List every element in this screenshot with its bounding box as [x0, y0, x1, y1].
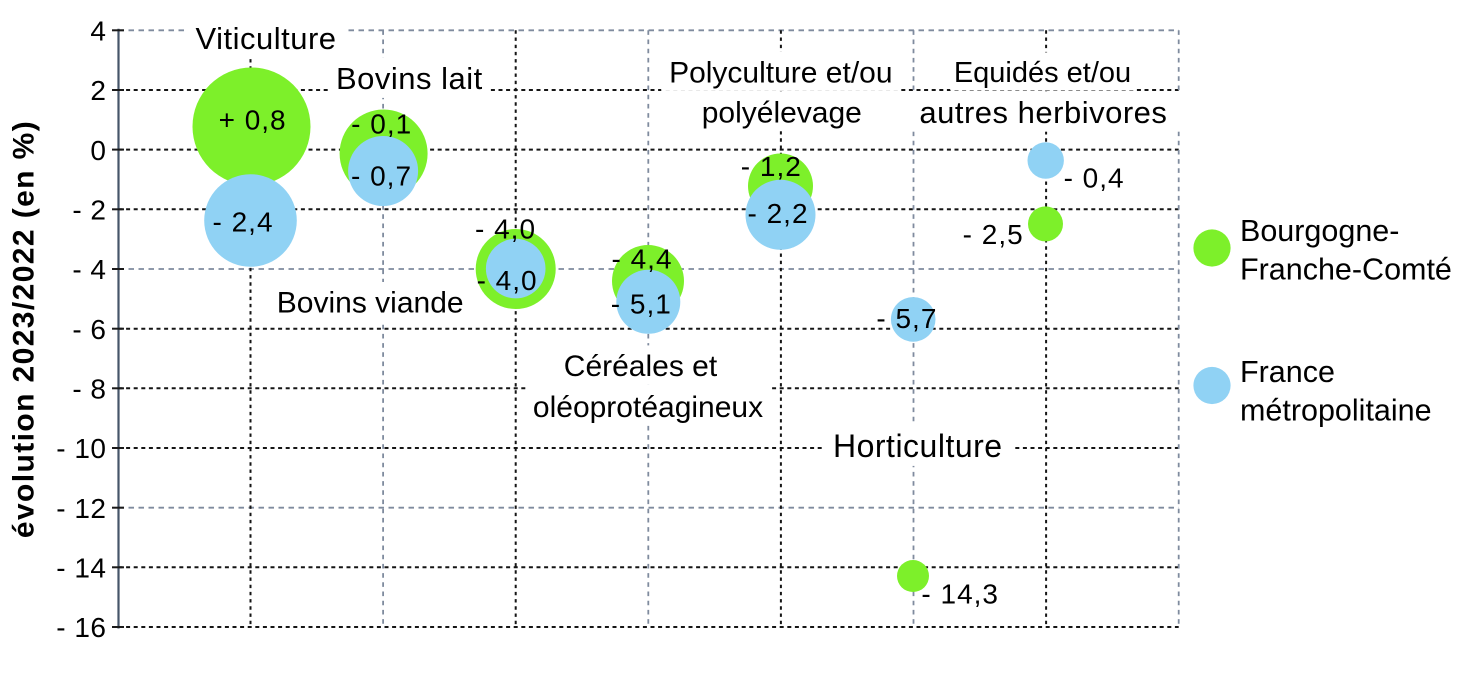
svg-text:- 0,1: - 0,1	[351, 109, 412, 140]
svg-text:Horticulture: Horticulture	[833, 428, 1003, 464]
svg-text:2: 2	[90, 75, 106, 106]
svg-text:- 1,2: - 1,2	[741, 151, 802, 182]
svg-text:- 16: - 16	[56, 612, 106, 643]
svg-text:4: 4	[90, 16, 106, 47]
svg-text:0: 0	[90, 135, 106, 166]
svg-text:- 2,5: - 2,5	[963, 219, 1024, 250]
svg-text:- 4,0: - 4,0	[475, 214, 536, 245]
svg-text:- 2,2: - 2,2	[747, 198, 808, 229]
svg-text:autres herbivores: autres herbivores	[919, 95, 1167, 130]
svg-text:France: France	[1240, 355, 1335, 389]
svg-text:- 4,4: - 4,4	[611, 244, 672, 275]
svg-text:Bovins viande: Bovins viande	[277, 286, 464, 319]
svg-text:évolution 2023/2022 (en %): évolution 2023/2022 (en %)	[8, 120, 41, 538]
svg-text:- 0,7: - 0,7	[351, 161, 412, 192]
svg-text:Bovins lait: Bovins lait	[336, 61, 483, 96]
svg-text:Equidés et/ou: Equidés et/ou	[954, 57, 1131, 89]
svg-text:Bourgogne-: Bourgogne-	[1240, 214, 1399, 248]
svg-text:polyélevage: polyélevage	[702, 97, 862, 130]
svg-text:oléoprotéagineux: oléoprotéagineux	[533, 391, 763, 424]
svg-text:- 0,4: - 0,4	[1064, 163, 1125, 194]
svg-text:- 5,7: - 5,7	[876, 303, 937, 334]
svg-text:- 2,4: - 2,4	[212, 207, 273, 238]
svg-text:Polyculture et/ou: Polyculture et/ou	[669, 56, 892, 89]
svg-text:- 8: - 8	[72, 374, 106, 405]
svg-text:Franche-Comté: Franche-Comté	[1240, 252, 1452, 286]
svg-text:métropolitaine: métropolitaine	[1240, 394, 1432, 428]
svg-text:- 10: - 10	[56, 433, 106, 464]
svg-text:- 2: - 2	[72, 195, 106, 226]
svg-text:Céréales et: Céréales et	[564, 350, 718, 383]
svg-text:- 14: - 14	[56, 553, 106, 584]
svg-text:Viticulture: Viticulture	[195, 21, 336, 56]
svg-text:- 4,0: - 4,0	[477, 265, 538, 296]
svg-text:- 5,1: - 5,1	[611, 289, 672, 320]
svg-text:- 12: - 12	[56, 493, 106, 524]
svg-text:- 6: - 6	[72, 314, 106, 345]
svg-text:- 4: - 4	[72, 254, 106, 285]
svg-text:+ 0,8: + 0,8	[219, 104, 287, 135]
svg-text:- 14,3: - 14,3	[921, 579, 999, 610]
